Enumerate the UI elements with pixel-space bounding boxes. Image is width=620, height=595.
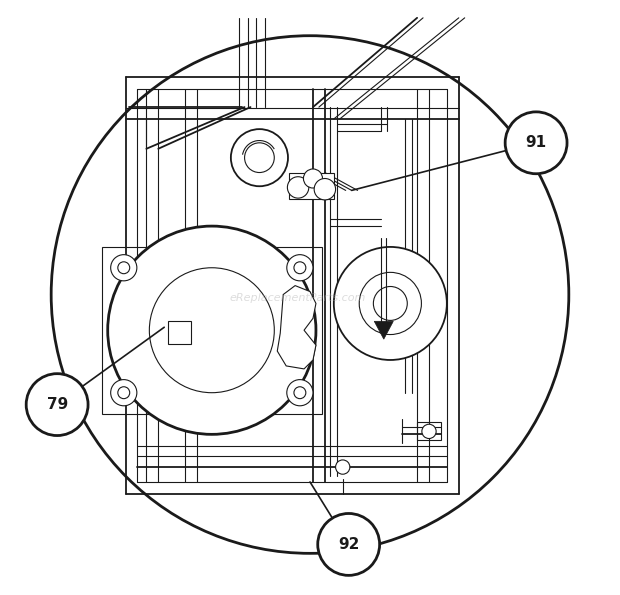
Circle shape: [359, 273, 422, 334]
Circle shape: [149, 268, 274, 393]
Circle shape: [287, 255, 313, 281]
Circle shape: [334, 247, 447, 360]
Circle shape: [314, 178, 335, 200]
Bar: [289, 173, 334, 199]
Polygon shape: [374, 321, 393, 339]
Circle shape: [108, 226, 316, 434]
Circle shape: [335, 460, 350, 474]
Circle shape: [118, 387, 130, 399]
Circle shape: [244, 143, 274, 173]
Circle shape: [287, 380, 313, 406]
Circle shape: [231, 129, 288, 186]
Circle shape: [51, 36, 569, 553]
Circle shape: [118, 262, 130, 274]
Polygon shape: [277, 286, 316, 369]
Circle shape: [111, 380, 137, 406]
Bar: [169, 321, 191, 344]
Circle shape: [505, 112, 567, 174]
Circle shape: [303, 169, 322, 188]
Text: 92: 92: [338, 537, 360, 552]
Circle shape: [317, 513, 379, 575]
Circle shape: [373, 287, 407, 320]
Text: eReplacementParts.com: eReplacementParts.com: [230, 293, 366, 302]
Bar: [417, 422, 441, 440]
Text: 79: 79: [46, 397, 68, 412]
Text: 91: 91: [526, 135, 547, 151]
Circle shape: [294, 387, 306, 399]
Circle shape: [111, 255, 137, 281]
Circle shape: [294, 262, 306, 274]
Circle shape: [422, 424, 436, 439]
Circle shape: [288, 177, 309, 198]
Circle shape: [26, 374, 88, 436]
